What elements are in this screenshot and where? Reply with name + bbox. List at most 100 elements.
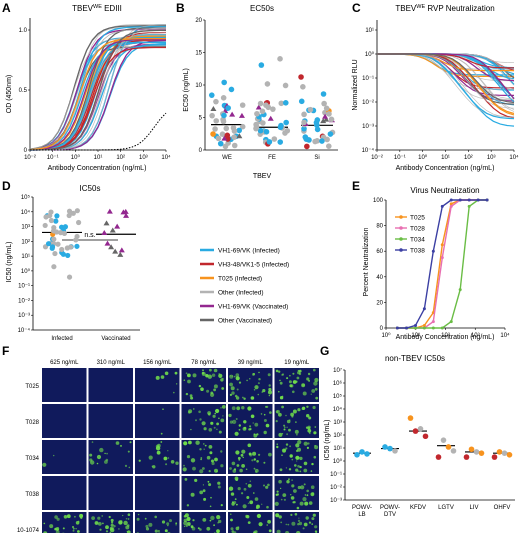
panel-f-infected-focus [275,502,279,506]
panel-f-infected-focus [220,419,224,423]
panel-d-point [68,244,73,249]
panel-g-point [382,444,388,450]
panel-f-infected-focus [255,471,257,473]
panel-d-point [107,209,113,214]
panel-g-point [423,433,429,439]
panel-f-infected-focus [210,520,212,522]
panel-g-point [354,452,360,458]
panel-f-infected-focus [248,444,252,448]
panel-e-xtick-label: 10² [441,333,450,339]
panel-f-infected-focus [206,390,209,393]
panel-f-infected-focus [304,483,306,485]
panel-f-infected-focus [246,469,248,471]
panel-f-infected-focus [237,389,239,391]
panel-f-image-3-1 [89,476,134,510]
panel-c-ytick-label: 10⁰ [365,51,375,58]
panel-label-g: G [320,344,329,358]
panel-d-ylabel: IC50 (ng/mL) [6,242,13,283]
panel-f-infected-focus [248,484,252,488]
panel-b-point [218,141,224,147]
panel-b-point [301,112,307,118]
panel-f-infected-focus [305,494,306,495]
panel-f-infected-focus [239,469,243,473]
panel-f-infected-focus [54,515,58,519]
panel-g-point [502,450,508,456]
panel-label-b: B [176,1,185,15]
panel-f-infected-focus [252,373,255,376]
panel-f-infected-focus [292,373,294,375]
panel-e-ytick-label: 100 [373,198,384,204]
panel-f-infected-focus [242,397,244,399]
panel-f-infected-focus [249,378,250,379]
panel-f-infected-focus [129,467,131,469]
panel-f-infected-focus [311,485,315,489]
panel-f-infected-focus [44,523,46,525]
panel-f-infected-focus [126,518,127,519]
panel-f-infected-focus [304,502,308,506]
panel-f-infected-focus [264,431,267,434]
panel-f-infected-focus [209,369,212,372]
panel-f-row-label: 10-1074 [17,528,40,533]
panel-f-infected-focus [295,381,297,383]
panel-f-infected-focus [232,462,236,466]
panel-f-image-bg [228,368,273,402]
panel-b-point [221,95,227,101]
panel-c-xtick-label: 10⁻² [371,155,383,161]
panel-f-infected-focus [292,391,295,394]
panel-f-infected-focus [231,527,234,530]
panel-d-ytick-label: 10⁰ [21,268,31,275]
panel-e-ytick-label: 0 [380,326,384,332]
panel-d-point [49,218,54,223]
panel-f-infected-focus [157,451,161,455]
panel-f-infected-focus [283,449,286,452]
panel-f-infected-focus [267,520,271,524]
panel-f-infected-focus [218,373,220,375]
panel-g-xtick-label: POWV- [352,505,372,511]
panel-f-infected-focus [75,528,76,529]
panel-f-image-1-4 [228,404,273,438]
panel-d-title: IC50s [80,184,101,193]
panel-f-infected-focus [97,463,99,465]
panel-f-image-0-3 [182,368,227,402]
panel-f-infected-focus [114,525,116,527]
panel-b-point [231,134,237,140]
panel-f-infected-focus [214,469,218,473]
panel-b-point [324,137,330,143]
panel-f-infected-focus [295,469,298,472]
panel-f-infected-focus [128,451,130,453]
panel-e-point [468,205,471,208]
panel-f-image-2-5 [275,440,320,474]
panel-f-infected-focus [138,514,139,515]
panel-f-infected-focus [187,522,191,526]
panel-b-ytick-label: 0 [199,148,203,154]
panel-f-infected-focus [191,493,195,497]
panel-f-infected-focus [254,468,256,470]
panel-f-infected-focus [246,483,248,485]
panel-f-infected-focus [256,460,259,463]
panel-d-point [54,213,59,218]
panel-f-infected-focus [286,524,288,526]
panel-f-image-2-0 [42,440,87,474]
panel-f-infected-focus [165,372,169,376]
panel-f-infected-focus [284,429,286,431]
panel-g-point [364,451,370,457]
panel-f-infected-focus [202,518,206,522]
panel-f-infected-focus [264,414,266,416]
panel-f-infected-focus [97,517,100,520]
panel-f-image-4-0 [42,512,87,533]
panel-f-infected-focus [306,406,308,408]
panel-d-point [51,264,56,269]
panel-f-image-3-0 [42,476,87,510]
panel-f-infected-focus [315,388,318,391]
panel-d-point [76,220,81,225]
panel-f-infected-focus [219,431,222,434]
panel-c-xtick-label: 10⁴ [509,154,519,161]
panel-f-infected-focus [110,527,113,530]
panel-f-infected-focus [234,376,236,378]
panel-e-point [432,327,435,330]
panel-f-infected-focus [199,418,201,420]
panel-f-infected-focus [109,516,111,518]
panel-b-point [260,120,266,126]
